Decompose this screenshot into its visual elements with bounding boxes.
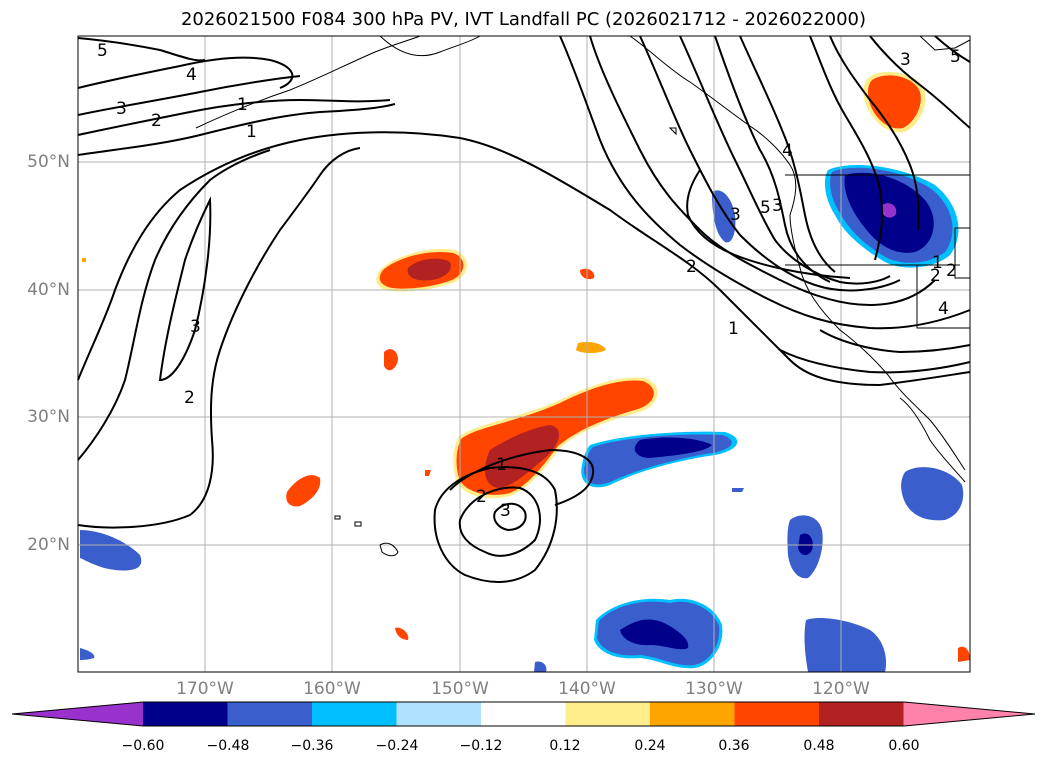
colorbar-outline [11,701,1036,727]
contour-label: 3 [730,205,741,225]
lat-label: 30°N [27,407,70,427]
colorbar-segment [227,702,313,726]
contour-label: 1 [237,95,248,115]
colorbar-segment [143,702,228,726]
lon-label: 140°W [558,679,616,699]
colorbar-extend-low [12,702,143,726]
positive-anomaly-region [958,646,970,662]
contour-labels: 5 4 3 2 1 1 3 2 1 2 3 2 1 2 3 4 5 3 5 4 … [97,41,961,521]
negative-anomaly-region [804,618,887,672]
colorbar-tick-label: 0.36 [718,738,750,754]
colorbar-tick-label: −0.24 [375,738,419,754]
colorbar-segments [12,702,1035,726]
colorbar-tick-label: 0.24 [634,738,666,754]
map-frame [77,35,971,673]
contour-label: 3 [772,196,783,216]
positive-anomaly-region [425,470,431,476]
contour-label: 2 [946,261,957,281]
colorbar-segment [650,702,735,726]
lon-label: 150°W [431,679,489,699]
contour-label: 5 [97,41,108,61]
graticule [78,36,970,672]
negative-anomaly-region [882,203,897,218]
colorbar-tick-label: −0.36 [290,738,334,754]
contour-label: 2 [930,266,941,286]
positive-anomaly-region [384,349,398,371]
positive-anomaly-region [286,475,321,507]
colorbar-segment [734,702,820,726]
contour-label: 1 [728,319,739,339]
positive-anomaly-region [82,258,86,262]
contour-label: 1 [932,253,943,273]
contour-label: 1 [246,122,257,142]
colorbar-tick-label: −0.48 [206,738,250,754]
lon-label: 120°W [812,679,870,699]
colorbar-tick-label: −0.60 [121,738,165,754]
colorbar-tick-label: 0.48 [803,738,835,754]
positive-anomaly-region [407,258,451,281]
colorbar-tick-label: 0.60 [888,738,920,754]
positive-anomaly-region [395,627,409,640]
contour-label: 5 [760,198,771,218]
lat-label: 40°N [27,280,70,300]
negative-anomaly-region [534,661,547,672]
colorbar-extend-high [903,702,1035,726]
negative-anomaly-region [901,467,964,521]
contour-label: 2 [686,257,697,277]
pv-contours [77,35,971,583]
contour-label: 1 [496,455,507,475]
negative-anomaly-region [732,488,744,492]
colorbar-segment [396,702,482,726]
contour-label: 3 [190,317,201,337]
colorbar-segment [481,702,566,726]
lat-label: 50°N [27,152,70,172]
colorbar-segment [312,702,397,726]
contour-label: 5 [950,47,961,67]
colorbar-segment [819,702,904,726]
contour-label: 4 [782,141,793,161]
contour-label: 3 [900,50,911,70]
colorbar-tick-label: −0.12 [459,738,503,754]
contour-label: 2 [151,111,162,131]
lon-label: 170°W [176,679,234,699]
contour-label: 3 [116,99,127,119]
contour-label: 4 [938,299,949,319]
map-panel: 5 4 3 2 1 1 3 2 1 2 3 2 1 2 3 4 5 3 5 4 … [77,35,971,673]
contour-label: 4 [186,65,197,85]
positive-anomaly-region [576,341,606,353]
negative-anomaly-region [798,533,813,556]
negative-anomaly-region [634,437,712,458]
negative-anomaly-region [80,530,142,571]
colorbar-tick-label: 0.12 [549,738,581,754]
negative-anomaly-region [620,619,689,650]
lat-label: 20°N [27,535,70,555]
contour-label: 2 [476,487,487,507]
contour-label: 3 [500,501,511,521]
colorbar [11,701,1036,727]
lon-label: 160°W [303,679,361,699]
contour-label: 2 [184,388,195,408]
negative-anomaly-region [80,648,95,660]
colorbar-segment [565,702,651,726]
map-title: 2026021500 F084 300 hPa PV, IVT Landfall… [180,9,867,30]
positive-anomaly-region [485,425,560,488]
lon-label: 130°W [685,679,743,699]
coastlines [195,35,971,557]
